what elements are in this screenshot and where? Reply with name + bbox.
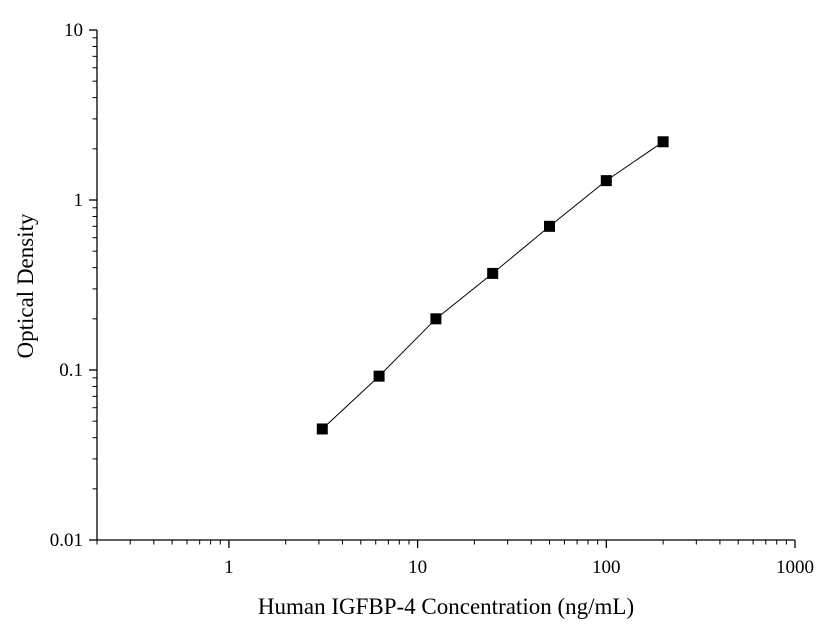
x-tick-label: 10 bbox=[408, 557, 427, 578]
x-tick-label: 100 bbox=[592, 557, 621, 578]
data-point-marker bbox=[373, 370, 385, 382]
x-axis-title: Human IGFBP-4 Concentration (ng/mL) bbox=[258, 594, 634, 619]
y-tick-label: 1 bbox=[74, 190, 84, 211]
x-tick-label: 1 bbox=[224, 557, 234, 578]
series-line bbox=[321, 141, 664, 430]
data-point-marker bbox=[600, 175, 612, 187]
axes bbox=[96, 30, 795, 541]
data-point-marker bbox=[316, 423, 328, 435]
y-axis-title: Optical Density bbox=[13, 213, 38, 358]
ticks: 1 10 100 1000 0.01 0.1 1 10 bbox=[50, 20, 814, 578]
data-point-marker bbox=[543, 220, 555, 232]
y-tick-label: 0.1 bbox=[59, 360, 83, 381]
data-point-marker bbox=[487, 267, 499, 279]
x-tick-label: 1000 bbox=[776, 557, 814, 578]
data-series bbox=[316, 136, 669, 435]
data-point-marker bbox=[430, 313, 442, 325]
y-tick-label: 0.01 bbox=[50, 530, 83, 551]
data-point-marker bbox=[657, 136, 669, 148]
y-tick-label: 10 bbox=[64, 20, 83, 41]
